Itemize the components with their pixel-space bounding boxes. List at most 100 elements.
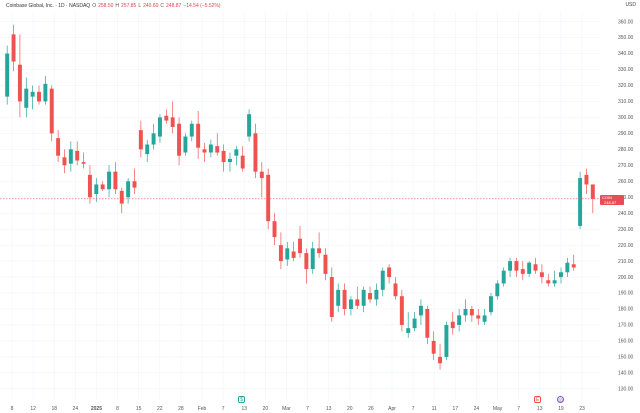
x-tick-label: 24 — [474, 406, 480, 412]
candle — [259, 162, 264, 198]
candle — [151, 123, 156, 150]
x-tick-label: 23 — [579, 406, 585, 412]
candle-body — [228, 158, 232, 163]
candle — [361, 286, 366, 313]
y-tick-label: 150.00 — [618, 355, 634, 361]
price-tag-price: 248.87 — [604, 199, 617, 205]
x-tick-label: 26 — [368, 406, 374, 412]
candle-body — [323, 254, 328, 274]
candle-body — [94, 184, 99, 195]
x-tick-label: Apr — [388, 406, 396, 412]
candle — [336, 283, 341, 313]
candle — [438, 344, 443, 370]
candle — [81, 152, 86, 169]
candle — [425, 305, 430, 345]
candle — [189, 120, 194, 142]
candle — [119, 187, 124, 214]
candle — [37, 85, 41, 105]
candle-body — [329, 277, 334, 317]
candle — [170, 101, 175, 134]
candle-body — [584, 174, 589, 185]
candle-body — [234, 149, 239, 156]
x-axis[interactable]: 8 12 18 24 2025 8 15 22 28 Feb 7 13 20 Mar 7 13 20 26 Apr 7… — [11, 406, 585, 412]
x-tick-label: 13 — [326, 406, 332, 412]
candle-body — [527, 262, 532, 274]
candle — [234, 146, 239, 166]
currency-label[interactable]: USD — [625, 2, 636, 8]
candle — [183, 133, 188, 156]
high-label: H — [115, 3, 120, 9]
candle-body — [247, 114, 252, 137]
candle — [253, 123, 258, 179]
x-tick-label: 13 — [241, 406, 247, 412]
y-tick-label: 300.00 — [618, 115, 634, 121]
candle — [552, 270, 557, 287]
candle-body — [132, 181, 137, 188]
candle-body — [278, 245, 283, 262]
candle-body — [215, 146, 220, 153]
candle — [323, 248, 328, 281]
candle-body — [145, 144, 150, 155]
candle-body — [387, 267, 392, 278]
candle-body — [119, 190, 124, 204]
y-tick-label: 200.00 — [618, 275, 634, 281]
x-tick-label: 7 — [412, 406, 415, 412]
candle-body — [336, 289, 341, 306]
candle-body — [342, 289, 347, 309]
change-value: −14.54 (−5.52%) — [183, 3, 221, 9]
symbol-title: Coinbase Global, Inc. · 1D · NASDAQ — [6, 3, 91, 9]
candle — [11, 24, 16, 72]
x-tick-label: 22 — [157, 406, 163, 412]
candle — [406, 312, 411, 338]
y-tick-label: 220.00 — [618, 243, 634, 249]
candle-body — [87, 174, 92, 198]
split-icon[interactable]: ◎ — [557, 396, 564, 403]
high-value: 257.85 — [121, 3, 137, 9]
candle — [157, 114, 162, 143]
x-tick-label: 8 — [11, 406, 14, 412]
candle — [495, 280, 500, 300]
candle — [399, 289, 404, 332]
y-tick-label: 210.00 — [618, 259, 634, 265]
candle-body — [37, 91, 41, 102]
candle-body — [202, 149, 207, 153]
y-tick-label: 330.00 — [618, 67, 634, 73]
candle-body — [208, 144, 213, 153]
y-tick-label: 290.00 — [618, 131, 634, 137]
close-value: 248.87 — [166, 3, 182, 9]
candle-body — [43, 83, 48, 102]
candle — [228, 152, 232, 172]
candle-body — [164, 115, 169, 121]
candle — [387, 264, 392, 284]
earnings-icon[interactable]: E — [534, 396, 541, 403]
y-tick-label: 260.00 — [618, 179, 634, 185]
candle-body — [374, 289, 379, 300]
candle — [342, 283, 347, 316]
candle — [138, 120, 143, 158]
candle-body — [107, 171, 112, 190]
candle-body — [272, 221, 277, 238]
candle-body — [75, 150, 80, 161]
candle — [30, 85, 35, 110]
candle-body — [488, 296, 493, 313]
candle — [476, 308, 481, 325]
candle — [482, 308, 487, 325]
x-tick-label: 7 — [517, 406, 520, 412]
y-tick-label: 340.00 — [618, 51, 634, 57]
candle-body — [253, 133, 258, 172]
candle — [17, 34, 22, 118]
x-tick-label: 13 — [537, 406, 543, 412]
y-tick-label: 360.00 — [618, 19, 634, 25]
candle — [94, 178, 99, 203]
dividend-icon[interactable]: $ — [238, 396, 245, 403]
price-tag-ticker: COIN — [602, 194, 612, 200]
candle — [107, 165, 112, 198]
candle — [488, 293, 493, 316]
candle — [272, 213, 277, 246]
candle-body — [590, 184, 595, 199]
y-axis[interactable]: 130.00 140.00 150.00 160.00 170.00 180.00 190.… — [618, 19, 634, 392]
candle — [431, 331, 436, 361]
candle-body — [539, 272, 544, 278]
candle-body — [444, 324, 449, 357]
